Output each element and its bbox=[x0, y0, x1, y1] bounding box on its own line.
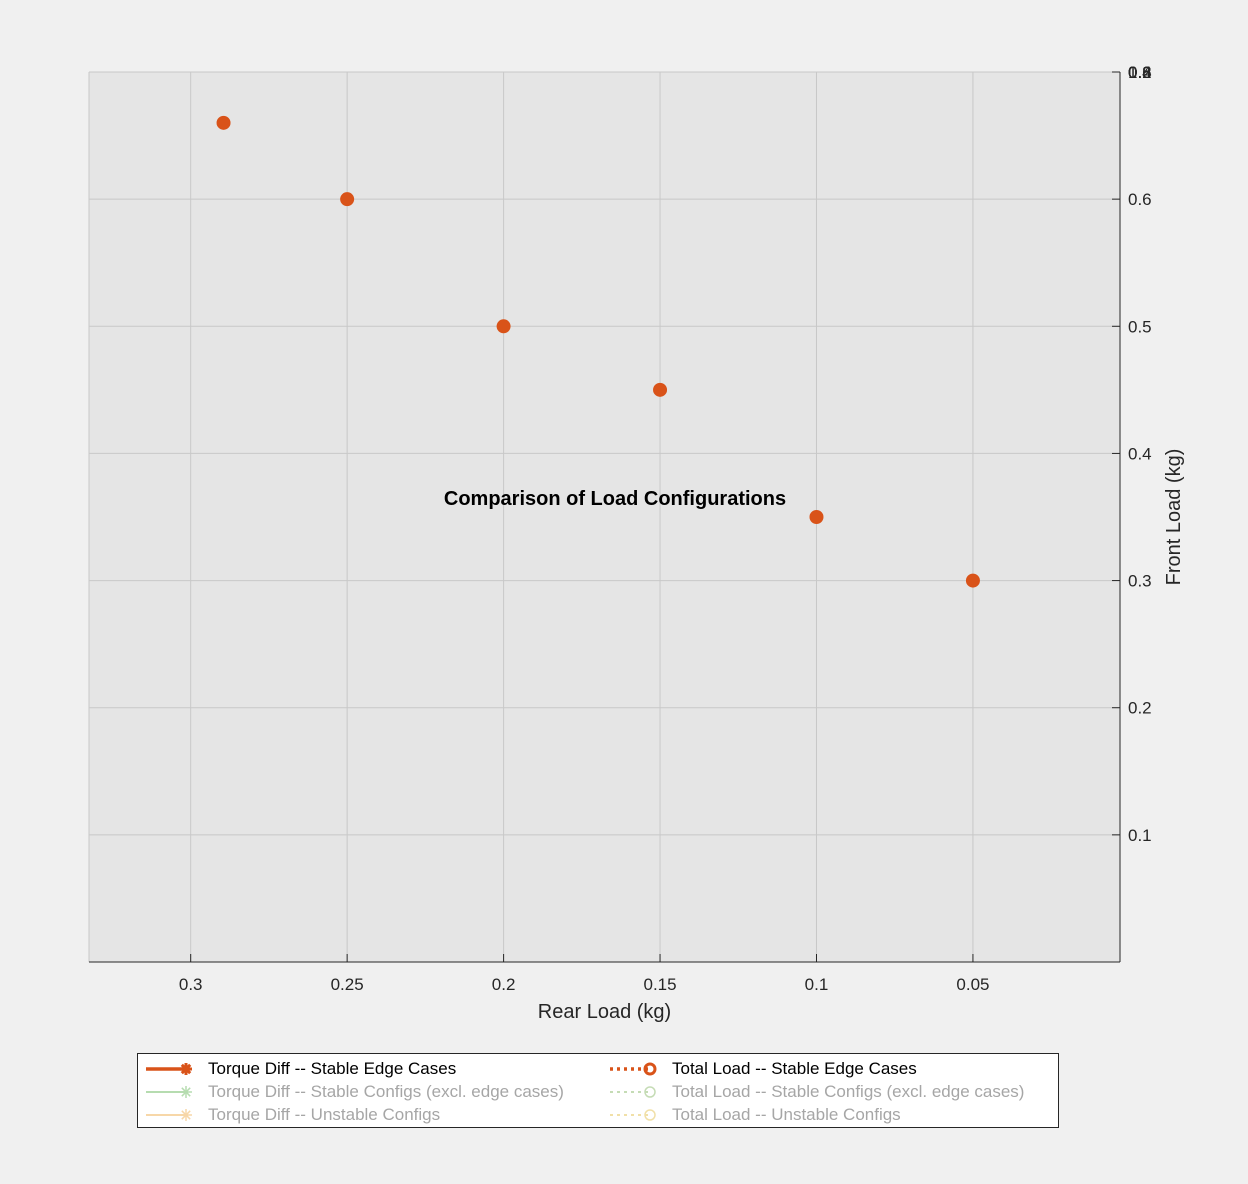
axes-lines bbox=[88, 71, 1121, 963]
legend-entry: Torque Diff -- Stable Configs (excl. edg… bbox=[144, 1081, 564, 1103]
y-tick-label: 0.2 bbox=[1128, 699, 1152, 718]
x-tick-label: 0.1 bbox=[805, 975, 829, 994]
legend-swatch bbox=[146, 1109, 192, 1121]
legend-swatch bbox=[146, 1086, 192, 1098]
data-point bbox=[340, 192, 355, 207]
x-tick-label: 0.05 bbox=[956, 975, 989, 994]
x-tick-label: 0.3 bbox=[179, 975, 203, 994]
legend-label: Torque Diff -- Stable Configs (excl. edg… bbox=[208, 1082, 564, 1101]
y-tick-label: 0.4 bbox=[1128, 444, 1152, 463]
y-tick-labels: 0.1 0.2 0.3 0.4 0.5 0.6 bbox=[1128, 190, 1152, 845]
y-tick-label: 0.1 bbox=[1128, 826, 1152, 845]
overlapping-tick-label: 0 bbox=[1128, 63, 1137, 82]
data-point bbox=[216, 115, 231, 130]
chart-title: Comparison of Load Configurations bbox=[444, 488, 786, 510]
axes-background bbox=[89, 72, 1120, 962]
x-axis-label: Rear Load (kg) bbox=[538, 1001, 671, 1023]
overlapping-tick-labels: 10.80.60.40.20 bbox=[1128, 63, 1152, 82]
overlapping-tick-label: 0.4 bbox=[1128, 63, 1152, 82]
data-point bbox=[653, 382, 668, 397]
legend-swatch bbox=[146, 1063, 192, 1075]
x-tick-labels: 0.3 0.25 0.2 0.15 0.1 0.05 bbox=[179, 975, 990, 994]
legend-entry: Total Load -- Stable Edge Cases bbox=[608, 1058, 917, 1080]
legend-swatch bbox=[610, 1109, 656, 1121]
legend-swatch bbox=[610, 1062, 657, 1076]
legend-entry: Torque Diff -- Unstable Configs bbox=[144, 1104, 440, 1126]
y-tick-label: 0.3 bbox=[1128, 572, 1152, 591]
legend-entry: Total Load -- Unstable Configs bbox=[608, 1104, 901, 1126]
overlapping-tick-label: 0.2 bbox=[1128, 63, 1152, 82]
data-point bbox=[965, 573, 980, 588]
legend-label: Torque Diff -- Unstable Configs bbox=[208, 1105, 441, 1124]
legend-entry: Total Load -- Stable Configs (excl. edge… bbox=[608, 1081, 1024, 1103]
data-point bbox=[496, 319, 511, 334]
y-tick-label: 0.6 bbox=[1128, 190, 1152, 209]
legend-label: Torque Diff -- Stable Edge Cases bbox=[208, 1059, 457, 1078]
legend: Torque Diff -- Stable Edge Cases Total Lo… bbox=[137, 1053, 1059, 1128]
x-tick-label: 0.2 bbox=[492, 975, 516, 994]
y-tick-label: 0.5 bbox=[1128, 317, 1152, 336]
overlapping-tick-label: 1 bbox=[1128, 63, 1137, 82]
data-points bbox=[216, 115, 980, 588]
x-tick-label: 0.25 bbox=[331, 975, 364, 994]
legend-label: Total Load -- Stable Edge Cases bbox=[672, 1059, 917, 1078]
overlapping-tick-label: 0.6 bbox=[1128, 63, 1152, 82]
legend-swatch bbox=[610, 1086, 656, 1098]
legend-entry: Torque Diff -- Stable Edge Cases bbox=[144, 1058, 456, 1080]
x-tick-label: 0.15 bbox=[643, 975, 676, 994]
y-axis-label: Front Load (kg) bbox=[1163, 449, 1185, 586]
legend-label: Total Load -- Stable Configs (excl. edge… bbox=[672, 1082, 1025, 1101]
data-point bbox=[809, 510, 824, 524]
legend-label: Total Load -- Unstable Configs bbox=[672, 1105, 901, 1124]
overlapping-tick-label: 0.8 bbox=[1128, 63, 1152, 82]
